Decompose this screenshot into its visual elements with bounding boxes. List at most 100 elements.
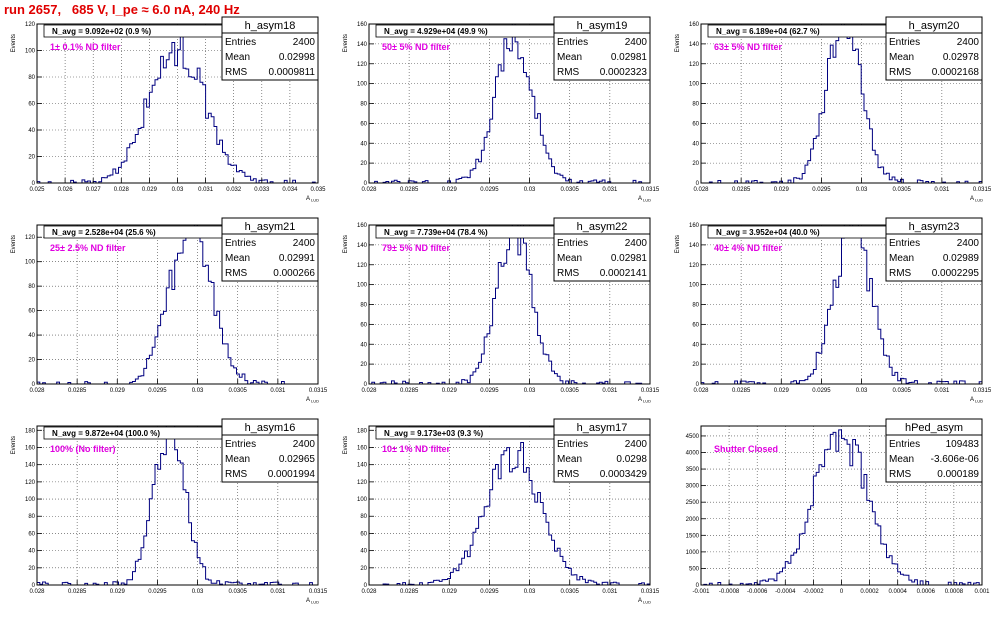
y-tick-label: 60 [692, 322, 699, 328]
y-tick-label: 2000 [686, 517, 700, 523]
x-tick-label: 0.0295 [812, 187, 831, 193]
y-tick-label: 20 [28, 155, 35, 161]
y-tick-label: 0 [696, 583, 700, 589]
filter-label: Shutter Closed [714, 444, 778, 454]
y-tick-label: 60 [692, 121, 699, 127]
x-tick-label: 0.0315 [309, 388, 328, 394]
histogram-name: h_asym18 [245, 20, 296, 32]
x-tick-label: -0.0004 [775, 589, 796, 595]
stats-label: Mean [889, 454, 914, 465]
stats-value: 0.0002168 [932, 67, 980, 78]
x-tick-label: 0.029 [110, 589, 126, 595]
navg-label: N_avg = 7.739e+04 (78.4 %) [384, 228, 488, 237]
y-tick-label: 80 [28, 514, 35, 520]
x-tick-label: 0.031 [198, 187, 214, 193]
x-tick-label: 0.033 [254, 187, 270, 193]
x-axis-title: ALUD [970, 397, 983, 404]
stats-value: 0.02978 [943, 52, 980, 63]
x-axis-title: ALUD [970, 196, 983, 203]
stats-label: Mean [557, 454, 582, 465]
y-tick-label: 3000 [686, 484, 700, 490]
y-tick-label: 40 [360, 549, 367, 555]
y-tick-label: 20 [692, 161, 699, 167]
y-tick-label: 120 [25, 235, 36, 241]
y-tick-label: 120 [25, 22, 36, 28]
x-tick-label: 0.001 [974, 589, 990, 595]
stats-value: 0.02998 [279, 52, 316, 63]
y-tick-label: 4500 [686, 434, 700, 440]
x-tick-label: 0.0285 [68, 388, 87, 394]
x-tick-label: 0.031 [602, 589, 618, 595]
stats-label: Entries [557, 238, 588, 249]
x-tick-label: 0.029 [774, 187, 790, 193]
run-title: run 2657, 685 V, I_pe ≈ 6.0 nA, 240 Hz [4, 2, 240, 17]
y-tick-label: 40 [360, 141, 367, 147]
histogram-name: hPed_asym [905, 422, 963, 434]
x-tick-label: 0.0002 [860, 589, 879, 595]
y-tick-label: 60 [28, 102, 35, 108]
stats-label: RMS [889, 67, 912, 78]
y-tick-label: 140 [357, 463, 368, 469]
y-tick-label: 40 [28, 549, 35, 555]
stats-value: 2400 [625, 37, 648, 48]
navg-label: N_avg = 4.929e+04 (49.9 %) [384, 27, 488, 36]
stats-value: 2400 [293, 238, 316, 249]
y-tick-label: 80 [692, 102, 699, 108]
x-tick-label: 0.0004 [889, 589, 908, 595]
x-tick-label: 0.028 [693, 388, 709, 394]
histogram-panel-h_asym22: 0.028 0.0285 0.029 0.0295 0.03 0.0305 0.031 0.0… [343, 217, 660, 404]
x-tick-label: 0.0295 [480, 589, 499, 595]
stats-label: Entries [557, 37, 588, 48]
stats-label: RMS [225, 67, 248, 78]
y-tick-label: 180 [25, 428, 36, 434]
y-tick-label: 20 [360, 362, 367, 368]
stats-label: Mean [225, 454, 250, 465]
y-axis-title: Events [675, 34, 681, 52]
histogram-name: h_asym17 [577, 422, 628, 434]
histogram-name: h_asym22 [577, 221, 628, 233]
y-tick-label: 160 [357, 445, 368, 451]
stats-box [553, 16, 651, 81]
stats-label: RMS [225, 268, 248, 279]
y-tick-label: 2500 [686, 500, 700, 506]
x-tick-label: 0.029 [110, 388, 126, 394]
stats-box [553, 217, 651, 282]
y-tick-label: 100 [25, 260, 36, 266]
y-tick-label: 1000 [686, 550, 700, 556]
y-tick-label: 1500 [686, 533, 700, 539]
filter-label: 1± 0.1% ND filter [50, 42, 121, 52]
stats-value: 0.02991 [279, 253, 316, 264]
x-axis-title: ALUD [638, 397, 651, 404]
stats-value: 0.02989 [943, 253, 980, 264]
y-tick-label: 40 [28, 128, 35, 134]
y-tick-label: 160 [25, 445, 36, 451]
stats-label: Entries [225, 238, 256, 249]
x-tick-label: 0.031 [934, 388, 950, 394]
y-tick-label: 60 [28, 531, 35, 537]
y-tick-label: 100 [25, 497, 36, 503]
x-tick-label: 0.025 [29, 187, 45, 193]
histogram-panel-h_asym19: 0.028 0.0285 0.029 0.0295 0.03 0.0305 0.031 0.0… [343, 16, 660, 203]
y-tick-label: 20 [28, 358, 35, 364]
y-tick-label: 20 [360, 566, 367, 572]
y-tick-label: 120 [689, 62, 700, 68]
histogram-panel-h_asym20: 0.028 0.0285 0.029 0.0295 0.03 0.0305 0.031 0.0… [675, 16, 992, 203]
y-tick-label: 120 [357, 62, 368, 68]
stats-box [221, 217, 319, 282]
x-tick-label: 0.029 [442, 589, 458, 595]
x-tick-label: 0.0315 [309, 589, 328, 595]
x-tick-label: 0.035 [310, 187, 326, 193]
y-tick-label: 140 [357, 42, 368, 48]
x-axis-title: ALUD [638, 196, 651, 203]
plot-frame [36, 224, 319, 385]
stats-box [553, 418, 651, 483]
x-tick-label: 0.0295 [480, 187, 499, 193]
plot-frame [36, 425, 319, 586]
x-tick-label: 0.027 [86, 187, 102, 193]
stats-label: Mean [557, 52, 582, 63]
x-tick-label: 0.031 [934, 187, 950, 193]
stats-value: 0.0298 [616, 454, 647, 465]
navg-label: N_avg = 3.952e+04 (40.0 %) [716, 228, 820, 237]
x-tick-label: 0.0006 [917, 589, 936, 595]
y-axis-title: Events [343, 235, 349, 253]
